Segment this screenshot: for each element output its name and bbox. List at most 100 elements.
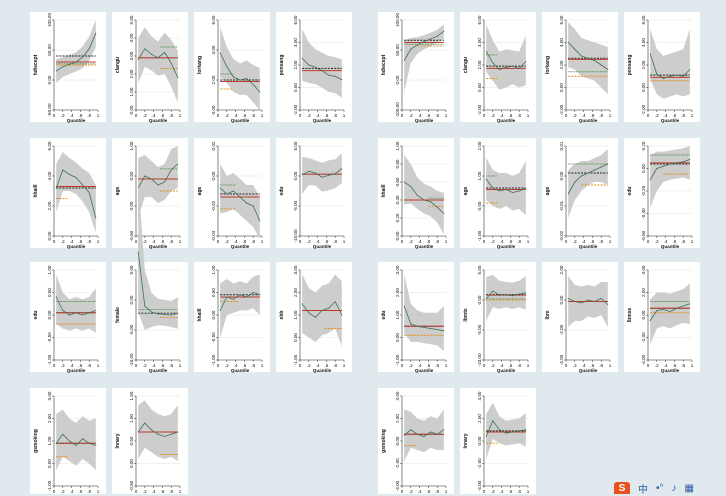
series-point bbox=[676, 74, 678, 76]
series-point bbox=[600, 64, 602, 66]
series-point bbox=[150, 53, 152, 55]
x-tick-label: .4 bbox=[234, 113, 238, 118]
y-axis-label: age bbox=[545, 186, 551, 195]
x-tick-label: .6 bbox=[242, 363, 246, 368]
series-point bbox=[567, 42, 569, 43]
series-point bbox=[82, 438, 84, 440]
series-point bbox=[150, 429, 152, 431]
tray-icon-punctuation[interactable]: •° bbox=[656, 482, 664, 494]
y-tick-label: 2.00 bbox=[293, 60, 298, 69]
series-point bbox=[157, 184, 159, 186]
x-tick-label: .6 bbox=[160, 489, 164, 494]
series-point bbox=[443, 213, 445, 214]
x-tick-label: .6 bbox=[672, 363, 676, 368]
series-point bbox=[656, 73, 658, 75]
chart-panel-23: -4.00 -2.00 0.00 2.00 0 .2 .4 .6 .8 1 lbm Quantile bbox=[542, 262, 618, 373]
series-point bbox=[301, 303, 303, 305]
chart-panel-17: -1.00 -0.50 0.00 0.50 1.00 0 .2 .4 .6 .8 1 edu Quant… bbox=[30, 262, 106, 373]
series-point bbox=[649, 320, 651, 322]
series-point bbox=[410, 186, 412, 187]
x-tick-label: .8 bbox=[599, 239, 603, 244]
series-point bbox=[662, 78, 664, 79]
tray-icon-keyboard[interactable]: ▦ bbox=[684, 482, 694, 494]
series-point bbox=[518, 190, 520, 192]
y-tick-label: 0.00 bbox=[47, 231, 52, 240]
x-tick-label: .4 bbox=[664, 363, 668, 368]
y-tick-label: 1.00 bbox=[211, 265, 216, 274]
y-tick-label: 0.00 bbox=[293, 171, 298, 180]
series-point bbox=[485, 51, 487, 52]
chart-panel-6: -2.00 0.00 2.00 4.00 6.00 0 .2 .4 .6 .8 1 clangu Qua… bbox=[460, 12, 536, 123]
series-point bbox=[164, 51, 166, 53]
series-point bbox=[607, 69, 609, 70]
x-tick-label: .6 bbox=[242, 113, 246, 118]
y-axis-label: female bbox=[115, 307, 121, 323]
chart-panel-12: -10.00 -5.00 0.00 5.00 0 .2 .4 .6 .8 1 edu Quantile bbox=[276, 138, 352, 249]
chart-panel-22: -10.00 -5.00 0.00 5.00 0 .2 .4 .6 .8 1 lbmtx Quanti… bbox=[460, 262, 536, 373]
x-tick-label: 1 bbox=[179, 113, 182, 118]
series-point bbox=[443, 30, 445, 32]
y-tick-label: 5.00 bbox=[129, 265, 134, 274]
series-point bbox=[512, 192, 514, 193]
x-tick-label: 1 bbox=[691, 113, 694, 118]
y-tick-label: 0.50 bbox=[129, 436, 134, 445]
tray-icon-sound[interactable]: ♪ bbox=[671, 482, 677, 494]
y-tick-label: 1.00 bbox=[293, 310, 298, 319]
series-point bbox=[512, 65, 514, 67]
series-point bbox=[436, 329, 438, 331]
series-point bbox=[410, 429, 412, 431]
x-tick-label: 0 bbox=[565, 363, 568, 368]
series-point bbox=[669, 75, 671, 77]
series-point bbox=[485, 298, 487, 300]
series-point bbox=[430, 431, 432, 433]
x-tick-label: .2 bbox=[307, 363, 311, 368]
x-tick-label: 1 bbox=[527, 113, 530, 118]
series-point bbox=[574, 48, 576, 50]
x-tick-label: .8 bbox=[251, 113, 255, 118]
chart-panel-19: -1.00 -0.50 0.00 0.50 1.00 0 .2 .4 .6 .8 1 hhaill Qu… bbox=[194, 262, 270, 373]
x-tick-label: .6 bbox=[324, 239, 328, 244]
language-indicator[interactable]: 中 bbox=[638, 484, 648, 496]
series-point bbox=[443, 429, 445, 431]
series-point bbox=[649, 53, 651, 55]
series-point bbox=[226, 193, 228, 195]
x-axis-label: Quantile bbox=[579, 244, 598, 249]
series-point bbox=[485, 178, 487, 180]
series-point bbox=[219, 310, 221, 311]
series-point bbox=[600, 166, 602, 168]
x-tick-label: 1 bbox=[343, 363, 346, 368]
x-tick-label: .8 bbox=[169, 239, 173, 244]
x-tick-label: .2 bbox=[655, 113, 659, 118]
confidence-band bbox=[486, 274, 526, 321]
series-point bbox=[88, 192, 90, 193]
chart-panel-10: -0.50 0.00 0.50 1.00 0 .2 .4 .6 .8 1 age Quantile bbox=[112, 138, 188, 249]
y-tick-label: -2.00 bbox=[293, 104, 298, 115]
series-point bbox=[62, 310, 64, 311]
x-tick-label: 0 bbox=[135, 113, 138, 118]
y-axis-label: edu bbox=[627, 187, 633, 196]
x-tick-label: 0 bbox=[135, 363, 138, 368]
y-tick-label: 3.00 bbox=[395, 265, 400, 274]
y-tick-label: 4.00 bbox=[47, 171, 52, 180]
x-tick-label: .6 bbox=[78, 363, 82, 368]
y-tick-label: 1.00 bbox=[129, 414, 134, 423]
input-method-logo-icon[interactable]: S bbox=[614, 482, 630, 494]
x-tick-label: .6 bbox=[160, 239, 164, 244]
series-point bbox=[423, 41, 425, 43]
y-tick-label: 0.00 bbox=[47, 459, 52, 468]
series-point bbox=[144, 48, 146, 50]
y-tick-label: -4.00 bbox=[559, 354, 564, 365]
x-tick-label: .4 bbox=[500, 239, 504, 244]
series-point bbox=[246, 78, 248, 79]
series-point bbox=[226, 66, 228, 67]
series-point bbox=[177, 431, 179, 433]
x-axis-label: Quantile bbox=[67, 368, 86, 373]
y-tick-label: -0.02 bbox=[211, 200, 216, 211]
confidence-band bbox=[486, 158, 526, 215]
y-tick-label: -2.00 bbox=[559, 324, 564, 335]
series-point bbox=[430, 38, 432, 40]
x-tick-label: 1 bbox=[343, 113, 346, 118]
x-tick-label: 1 bbox=[691, 363, 694, 368]
x-tick-label: 0 bbox=[483, 113, 486, 118]
x-tick-label: .4 bbox=[70, 489, 74, 494]
